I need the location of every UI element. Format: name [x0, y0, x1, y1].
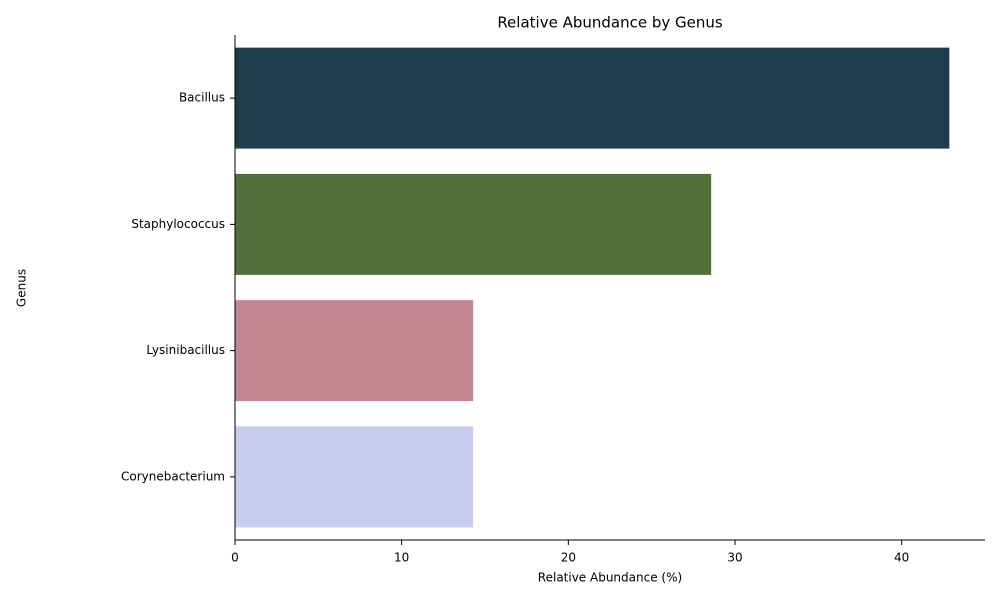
y-axis-label: Genus: [15, 269, 29, 307]
x-axis-label: Relative Abundance (%): [538, 571, 682, 585]
bar: [235, 300, 474, 402]
y-tick-label: Staphylococcus: [131, 217, 225, 231]
bar: [235, 426, 474, 528]
bar: [235, 47, 950, 149]
y-tick-label: Corynebacterium: [121, 469, 225, 483]
bar: [235, 173, 712, 275]
y-tick-label: Lysinibacillus: [146, 343, 225, 357]
x-tick-label: 40: [894, 551, 909, 565]
x-tick-label: 10: [394, 551, 409, 565]
x-tick-label: 30: [727, 551, 742, 565]
x-tick-label: 20: [561, 551, 576, 565]
y-tick-label: Bacillus: [179, 91, 225, 105]
chart-title: Relative Abundance by Genus: [497, 14, 723, 32]
x-tick-label: 0: [231, 551, 239, 565]
